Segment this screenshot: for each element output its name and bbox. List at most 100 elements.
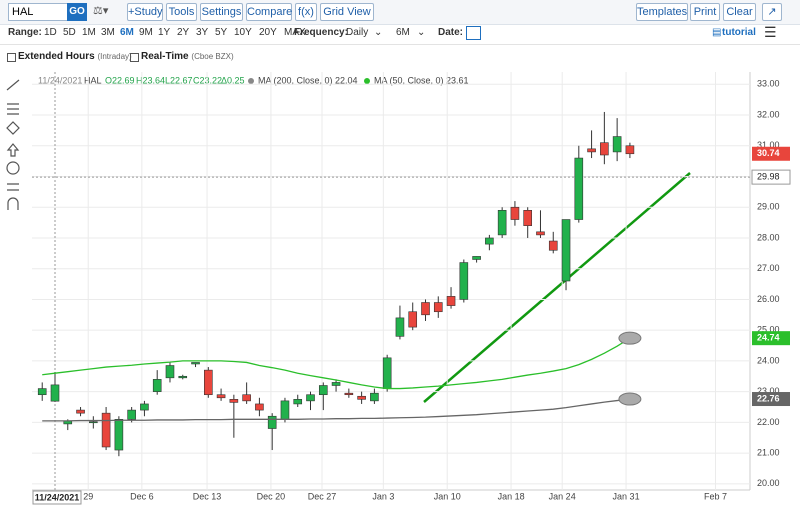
candle-body (612, 136, 622, 153)
candle-body (293, 399, 303, 405)
compare-button[interactable]: Compare (246, 3, 292, 21)
shape-tool[interactable] (6, 121, 20, 135)
range-option[interactable]: 20Y (259, 27, 277, 38)
crosshair-date-label: 11/24/2021 (35, 492, 80, 502)
symbol-options-icon[interactable]: ⚖▾ (93, 5, 109, 17)
last-price-label: 30.74 (757, 148, 780, 158)
calendar-icon[interactable] (466, 26, 481, 40)
tools-button[interactable]: Tools (166, 3, 197, 21)
study-button[interactable]: +Study (127, 3, 163, 21)
range-option[interactable]: 2Y (177, 27, 190, 38)
clear-button[interactable]: Clear (723, 3, 756, 21)
range-option[interactable]: 9M (139, 27, 153, 38)
fib-tool[interactable] (7, 103, 19, 115)
candle-body (229, 399, 239, 403)
range-option[interactable]: 1D (44, 27, 57, 38)
range-option[interactable]: 1Y (158, 27, 171, 38)
period-select[interactable]: 6M (396, 27, 410, 38)
candle-body (421, 302, 430, 316)
y-tick-label: 26.00 (757, 294, 780, 304)
candle-body (37, 388, 47, 396)
x-tick-label: Dec 27 (308, 491, 337, 501)
candle-body (548, 240, 558, 251)
candle-body (523, 210, 533, 226)
function-button[interactable]: f(x) (295, 3, 317, 21)
candle-body (89, 421, 98, 424)
extended-hours-checkbox[interactable] (7, 53, 16, 62)
range-option[interactable]: 5Y (215, 27, 228, 38)
y-tick-label: 33.00 (757, 79, 780, 89)
x-tick-label: Jan 18 (498, 491, 525, 501)
y-tick-label: 25.00 (757, 325, 780, 335)
candle-body (306, 394, 315, 402)
range-option[interactable]: 1M (82, 27, 96, 38)
magnet-tool[interactable] (7, 197, 19, 210)
period-caret[interactable]: ⌄ (417, 27, 426, 38)
measure-tool[interactable] (7, 183, 19, 191)
crosshair-price-label: 29.98 (757, 171, 780, 181)
frequency-caret[interactable]: ⌄ (374, 27, 383, 38)
range-option[interactable]: 6M (120, 27, 134, 38)
candle-body (50, 384, 60, 402)
candle-body (485, 237, 494, 245)
moving-average-line (42, 337, 631, 390)
tutorial-icon[interactable]: ▤ (712, 27, 722, 38)
y-tick-label: 20.00 (757, 478, 780, 488)
candle-body (318, 385, 328, 396)
range-option[interactable]: 10Y (234, 27, 252, 38)
series-price-box (752, 392, 790, 407)
templates-button[interactable]: Templates (636, 3, 688, 21)
extended-hours-label[interactable]: Extended Hours (Intraday) (18, 51, 132, 62)
divider (0, 44, 800, 45)
candle-body (536, 231, 545, 236)
crosshair-date-box (32, 490, 82, 505)
y-tick-label: 21.00 (757, 447, 780, 457)
candle-body (331, 382, 341, 386)
candle-body (600, 142, 609, 156)
arrow-tool[interactable] (6, 143, 20, 157)
grid (32, 72, 750, 490)
candle-body (625, 145, 635, 155)
frequency-label: Frequency: (294, 27, 348, 38)
real-time-checkbox[interactable] (130, 53, 139, 62)
candle-body (574, 157, 584, 220)
legend-ma200: MA (200, Close, 0) 22.04 (258, 75, 358, 85)
candle-body (446, 296, 456, 306)
tutorial-link[interactable]: tutorial (722, 27, 756, 38)
real-time-label[interactable]: Real-Time (Cboe BZX) (141, 51, 234, 62)
range-option[interactable]: MAX (284, 27, 306, 38)
candle-body (216, 394, 226, 399)
menu-icon[interactable]: ☰ (764, 24, 777, 40)
y-tick-label: 22.00 (757, 417, 780, 427)
range-option[interactable]: 3M (101, 27, 115, 38)
range-option[interactable]: 3Y (196, 27, 209, 38)
frequency-select[interactable]: Daily (346, 27, 369, 38)
go-button[interactable]: GO (67, 3, 87, 21)
line-tool[interactable] (6, 79, 20, 91)
y-tick-label: 29.00 (757, 202, 780, 212)
drawing-tools (6, 79, 20, 210)
y-tick-label: 23.00 (757, 386, 780, 396)
candle-body (382, 357, 392, 389)
legend-change: Δ0.25 (221, 75, 245, 85)
y-tick-label: 32.00 (757, 109, 780, 119)
candle-body (127, 409, 136, 420)
legend-symbol: HAL (84, 75, 102, 85)
series-end-marker (618, 331, 642, 345)
draw-button[interactable]: ↗ (762, 3, 782, 21)
extended-hours-note: (Intraday) (97, 52, 132, 61)
candle-body (204, 369, 213, 396)
print-button[interactable]: Print (690, 3, 720, 21)
settings-button[interactable]: Settings (200, 3, 243, 21)
candle-body (357, 395, 366, 400)
grid-view-button[interactable]: Grid View (320, 3, 374, 21)
label-tool[interactable] (6, 161, 20, 175)
x-tick-label: Dec 13 (193, 491, 222, 501)
x-tick-label: Jan 3 (372, 491, 394, 501)
trend-line-drawing[interactable] (423, 172, 691, 403)
legend-high: H23.64 (136, 75, 165, 85)
real-time-note: (Cboe BZX) (191, 52, 234, 61)
range-option[interactable]: 5D (63, 27, 76, 38)
candle-body (472, 256, 481, 260)
